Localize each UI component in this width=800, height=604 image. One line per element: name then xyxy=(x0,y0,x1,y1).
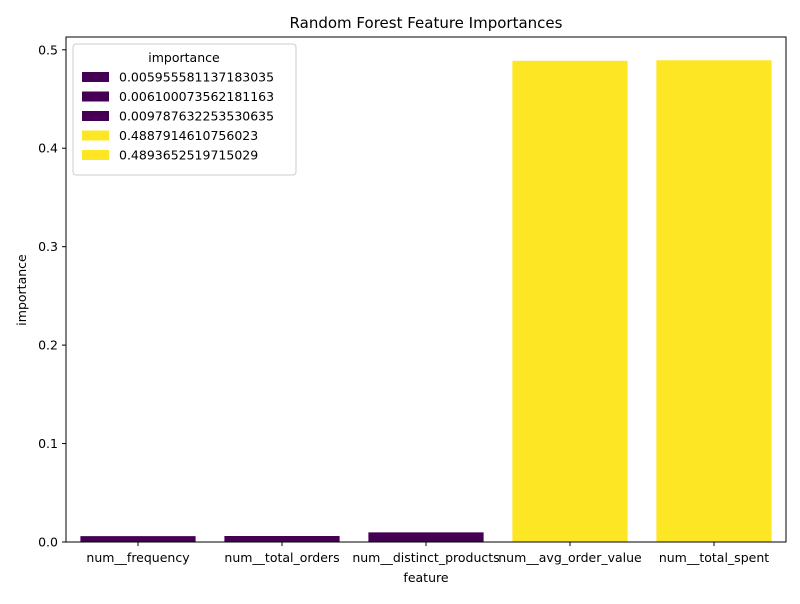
plot-frame xyxy=(65,36,787,543)
bars-group xyxy=(80,60,772,542)
y-tick-label: 0.4 xyxy=(38,141,58,156)
legend-entries: 0.005955581137183035 0.006100073562181163… xyxy=(82,70,274,163)
legend-label: 0.005955581137183035 xyxy=(119,70,274,85)
legend-swatch xyxy=(82,72,109,82)
y-tick-label: 0.0 xyxy=(38,535,58,550)
legend-swatch xyxy=(82,91,109,102)
legend-label: 0.009787632253530635 xyxy=(119,109,274,124)
x-axis-ticks: num__frequency num__total_orders num__dist… xyxy=(86,542,769,565)
y-axis-label: importance xyxy=(14,254,29,326)
y-tick-label: 0.5 xyxy=(38,42,58,57)
x-tick-label: num__total_orders xyxy=(224,550,339,565)
y-tick-label: 0.3 xyxy=(38,239,58,254)
legend-box xyxy=(72,43,297,176)
y-tick-label: 0.2 xyxy=(38,338,58,353)
bar xyxy=(368,532,484,542)
legend-label: 0.4887914610756023 xyxy=(119,128,258,143)
legend-label: 0.006100073562181163 xyxy=(119,89,274,104)
x-tick-label: num__frequency xyxy=(86,550,190,565)
bar xyxy=(224,535,340,542)
legend-label: 0.4893652519715029 xyxy=(119,148,258,163)
legend-swatch xyxy=(82,130,109,141)
y-tick-label: 0.1 xyxy=(38,436,58,451)
x-tick-label: num__avg_order_value xyxy=(498,550,642,565)
x-axis-label: feature xyxy=(403,570,448,585)
bar xyxy=(512,60,628,542)
legend-swatch xyxy=(82,111,109,121)
legend-swatch xyxy=(82,150,109,160)
x-tick-label: num__distinct_products xyxy=(352,550,499,565)
legend-title: importance xyxy=(148,50,220,65)
y-axis-ticks: 0.0 0.1 0.2 0.3 0.4 0.5 xyxy=(38,42,66,550)
legend: importance 0.005955581137183035 0.0061000… xyxy=(72,43,297,176)
x-tick-label: num__total_spent xyxy=(659,550,769,565)
bar xyxy=(656,60,772,542)
bar xyxy=(80,536,196,542)
chart-title: Random Forest Feature Importances xyxy=(290,14,563,32)
